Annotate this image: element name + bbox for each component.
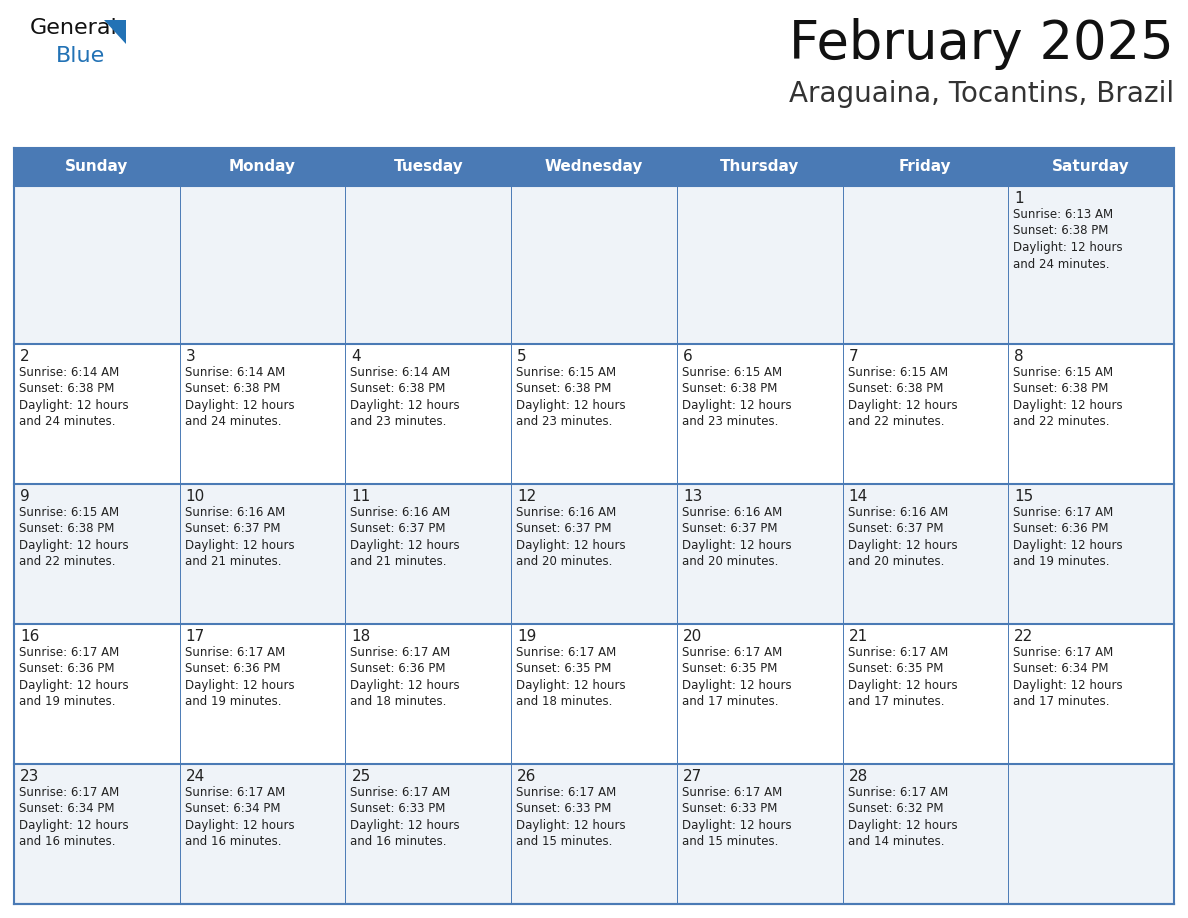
Bar: [14, 484, 1174, 624]
Text: Sunrise: 6:17 AM
Sunset: 6:36 PM
Daylight: 12 hours
and 19 minutes.: Sunrise: 6:17 AM Sunset: 6:36 PM Dayligh…: [1013, 506, 1123, 568]
Text: Sunrise: 6:14 AM
Sunset: 6:38 PM
Daylight: 12 hours
and 24 minutes.: Sunrise: 6:14 AM Sunset: 6:38 PM Dayligh…: [184, 366, 295, 429]
Text: Sunrise: 6:17 AM
Sunset: 6:36 PM
Daylight: 12 hours
and 19 minutes.: Sunrise: 6:17 AM Sunset: 6:36 PM Dayligh…: [19, 646, 128, 709]
Text: 14: 14: [848, 489, 867, 504]
Text: 9: 9: [20, 489, 30, 504]
Text: 28: 28: [848, 769, 867, 784]
Text: Sunrise: 6:17 AM
Sunset: 6:35 PM
Daylight: 12 hours
and 17 minutes.: Sunrise: 6:17 AM Sunset: 6:35 PM Dayligh…: [847, 646, 958, 709]
Bar: [14, 148, 1174, 186]
Text: Sunrise: 6:16 AM
Sunset: 6:37 PM
Daylight: 12 hours
and 20 minutes.: Sunrise: 6:16 AM Sunset: 6:37 PM Dayligh…: [847, 506, 958, 568]
Text: 20: 20: [683, 629, 702, 644]
Bar: [14, 624, 1174, 764]
Text: 27: 27: [683, 769, 702, 784]
Text: 8: 8: [1015, 349, 1024, 364]
Polygon shape: [105, 20, 126, 44]
Text: 5: 5: [517, 349, 526, 364]
Text: Saturday: Saturday: [1053, 160, 1130, 174]
Text: 11: 11: [352, 489, 371, 504]
Text: 22: 22: [1015, 629, 1034, 644]
Text: Sunrise: 6:15 AM
Sunset: 6:38 PM
Daylight: 12 hours
and 22 minutes.: Sunrise: 6:15 AM Sunset: 6:38 PM Dayligh…: [847, 366, 958, 429]
Text: 1: 1: [1015, 191, 1024, 206]
Text: Sunrise: 6:17 AM
Sunset: 6:36 PM
Daylight: 12 hours
and 18 minutes.: Sunrise: 6:17 AM Sunset: 6:36 PM Dayligh…: [350, 646, 460, 709]
Text: 12: 12: [517, 489, 537, 504]
Bar: [14, 764, 1174, 904]
Text: Sunday: Sunday: [65, 160, 128, 174]
Text: 10: 10: [185, 489, 206, 504]
Text: Sunrise: 6:17 AM
Sunset: 6:35 PM
Daylight: 12 hours
and 18 minutes.: Sunrise: 6:17 AM Sunset: 6:35 PM Dayligh…: [516, 646, 626, 709]
Text: 4: 4: [352, 349, 361, 364]
Text: Sunrise: 6:15 AM
Sunset: 6:38 PM
Daylight: 12 hours
and 23 minutes.: Sunrise: 6:15 AM Sunset: 6:38 PM Dayligh…: [682, 366, 791, 429]
Text: 2: 2: [20, 349, 30, 364]
Text: Monday: Monday: [229, 160, 296, 174]
Text: 15: 15: [1015, 489, 1034, 504]
Text: 16: 16: [20, 629, 39, 644]
Text: Sunrise: 6:17 AM
Sunset: 6:32 PM
Daylight: 12 hours
and 14 minutes.: Sunrise: 6:17 AM Sunset: 6:32 PM Dayligh…: [847, 786, 958, 848]
Text: Sunrise: 6:16 AM
Sunset: 6:37 PM
Daylight: 12 hours
and 20 minutes.: Sunrise: 6:16 AM Sunset: 6:37 PM Dayligh…: [516, 506, 626, 568]
Text: Sunrise: 6:14 AM
Sunset: 6:38 PM
Daylight: 12 hours
and 24 minutes.: Sunrise: 6:14 AM Sunset: 6:38 PM Dayligh…: [19, 366, 128, 429]
Text: Sunrise: 6:17 AM
Sunset: 6:36 PM
Daylight: 12 hours
and 19 minutes.: Sunrise: 6:17 AM Sunset: 6:36 PM Dayligh…: [184, 646, 295, 709]
Text: Sunrise: 6:16 AM
Sunset: 6:37 PM
Daylight: 12 hours
and 21 minutes.: Sunrise: 6:16 AM Sunset: 6:37 PM Dayligh…: [350, 506, 460, 568]
Text: Sunrise: 6:17 AM
Sunset: 6:34 PM
Daylight: 12 hours
and 16 minutes.: Sunrise: 6:17 AM Sunset: 6:34 PM Dayligh…: [184, 786, 295, 848]
Text: Sunrise: 6:14 AM
Sunset: 6:38 PM
Daylight: 12 hours
and 23 minutes.: Sunrise: 6:14 AM Sunset: 6:38 PM Dayligh…: [350, 366, 460, 429]
Text: 26: 26: [517, 769, 537, 784]
Text: 23: 23: [20, 769, 39, 784]
Text: Sunrise: 6:15 AM
Sunset: 6:38 PM
Daylight: 12 hours
and 22 minutes.: Sunrise: 6:15 AM Sunset: 6:38 PM Dayligh…: [19, 506, 128, 568]
Text: 21: 21: [848, 629, 867, 644]
Text: General: General: [30, 18, 118, 38]
Text: Sunrise: 6:17 AM
Sunset: 6:34 PM
Daylight: 12 hours
and 17 minutes.: Sunrise: 6:17 AM Sunset: 6:34 PM Dayligh…: [1013, 646, 1123, 709]
Text: Tuesday: Tuesday: [393, 160, 463, 174]
Text: Wednesday: Wednesday: [545, 160, 643, 174]
Text: 13: 13: [683, 489, 702, 504]
Text: Sunrise: 6:17 AM
Sunset: 6:33 PM
Daylight: 12 hours
and 16 minutes.: Sunrise: 6:17 AM Sunset: 6:33 PM Dayligh…: [350, 786, 460, 848]
Text: 19: 19: [517, 629, 537, 644]
Text: 7: 7: [848, 349, 858, 364]
Bar: [14, 344, 1174, 484]
Text: Araguaina, Tocantins, Brazil: Araguaina, Tocantins, Brazil: [789, 80, 1174, 108]
Text: 24: 24: [185, 769, 206, 784]
Text: Sunrise: 6:13 AM
Sunset: 6:38 PM
Daylight: 12 hours
and 24 minutes.: Sunrise: 6:13 AM Sunset: 6:38 PM Dayligh…: [1013, 208, 1123, 271]
Text: 17: 17: [185, 629, 206, 644]
Text: Sunrise: 6:15 AM
Sunset: 6:38 PM
Daylight: 12 hours
and 22 minutes.: Sunrise: 6:15 AM Sunset: 6:38 PM Dayligh…: [1013, 366, 1123, 429]
Text: Sunrise: 6:16 AM
Sunset: 6:37 PM
Daylight: 12 hours
and 20 minutes.: Sunrise: 6:16 AM Sunset: 6:37 PM Dayligh…: [682, 506, 791, 568]
Text: February 2025: February 2025: [789, 18, 1174, 70]
Text: Sunrise: 6:17 AM
Sunset: 6:33 PM
Daylight: 12 hours
and 15 minutes.: Sunrise: 6:17 AM Sunset: 6:33 PM Dayligh…: [516, 786, 626, 848]
Text: 6: 6: [683, 349, 693, 364]
Text: Sunrise: 6:16 AM
Sunset: 6:37 PM
Daylight: 12 hours
and 21 minutes.: Sunrise: 6:16 AM Sunset: 6:37 PM Dayligh…: [184, 506, 295, 568]
Text: 25: 25: [352, 769, 371, 784]
Text: Thursday: Thursday: [720, 160, 800, 174]
Text: 3: 3: [185, 349, 196, 364]
Text: Blue: Blue: [56, 46, 106, 66]
Text: Sunrise: 6:17 AM
Sunset: 6:35 PM
Daylight: 12 hours
and 17 minutes.: Sunrise: 6:17 AM Sunset: 6:35 PM Dayligh…: [682, 646, 791, 709]
Text: Sunrise: 6:15 AM
Sunset: 6:38 PM
Daylight: 12 hours
and 23 minutes.: Sunrise: 6:15 AM Sunset: 6:38 PM Dayligh…: [516, 366, 626, 429]
Text: Sunrise: 6:17 AM
Sunset: 6:34 PM
Daylight: 12 hours
and 16 minutes.: Sunrise: 6:17 AM Sunset: 6:34 PM Dayligh…: [19, 786, 128, 848]
Bar: [14, 186, 1174, 344]
Text: Sunrise: 6:17 AM
Sunset: 6:33 PM
Daylight: 12 hours
and 15 minutes.: Sunrise: 6:17 AM Sunset: 6:33 PM Dayligh…: [682, 786, 791, 848]
Text: 18: 18: [352, 629, 371, 644]
Text: Friday: Friday: [899, 160, 952, 174]
